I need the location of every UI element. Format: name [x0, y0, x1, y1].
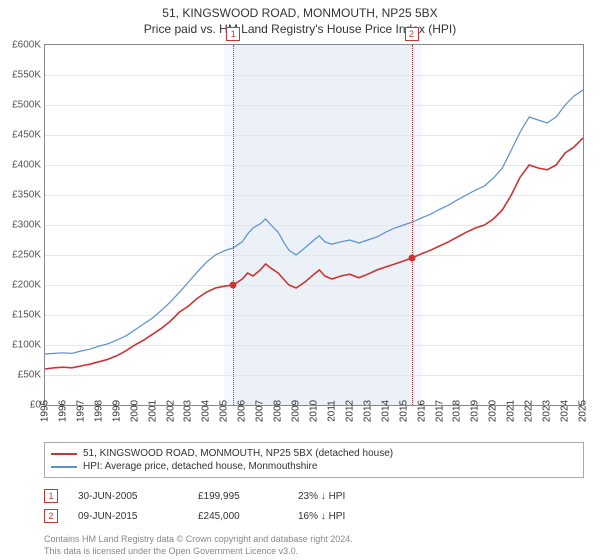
- x-axis-label: 2020: [488, 400, 499, 422]
- y-axis-label: £200K: [12, 280, 41, 291]
- sale-marker-box: 1: [226, 27, 240, 41]
- x-axis-label: 2010: [309, 400, 320, 422]
- y-axis-label: £600K: [12, 40, 41, 51]
- x-axis-label: 2008: [273, 400, 284, 422]
- sale-hpi-diff: 16% ↓ HPI: [298, 511, 388, 522]
- footnote-line: This data is licensed under the Open Gov…: [44, 546, 584, 558]
- y-axis-label: £550K: [12, 70, 41, 81]
- x-axis-label: 2007: [255, 400, 266, 422]
- sale-marker-icon: 1: [44, 489, 58, 503]
- x-axis-label: 2017: [434, 400, 445, 422]
- series-price_paid: [45, 138, 583, 369]
- x-axis-label: 1998: [93, 400, 104, 422]
- series-hpi: [45, 90, 583, 354]
- sale-marker-box: 2: [405, 27, 419, 41]
- x-axis-label: 2012: [344, 400, 355, 422]
- legend-label: HPI: Average price, detached house, Monm…: [83, 461, 317, 472]
- sale-marker-icon: 2: [44, 509, 58, 523]
- sales-table: 1 30-JUN-2005 £199,995 23% ↓ HPI 2 09-JU…: [44, 486, 584, 526]
- x-axis-label: 2024: [560, 400, 571, 422]
- legend-item: HPI: Average price, detached house, Monm…: [51, 460, 577, 473]
- x-axis-label: 2005: [219, 400, 230, 422]
- x-axis-label: 2015: [398, 400, 409, 422]
- legend-item: 51, KINGSWOOD ROAD, MONMOUTH, NP25 5BX (…: [51, 447, 577, 460]
- sale-point-dot: [230, 282, 237, 289]
- y-axis-label: £450K: [12, 130, 41, 141]
- x-axis-label: 2011: [326, 400, 337, 422]
- legend-label: 51, KINGSWOOD ROAD, MONMOUTH, NP25 5BX (…: [83, 448, 393, 459]
- sale-hpi-diff: 23% ↓ HPI: [298, 491, 388, 502]
- title-address: 51, KINGSWOOD ROAD, MONMOUTH, NP25 5BX: [0, 6, 600, 20]
- x-axis-label: 1997: [75, 400, 86, 422]
- x-axis-label: 2023: [542, 400, 553, 422]
- y-axis-label: £50K: [18, 370, 41, 381]
- sale-date: 09-JUN-2015: [78, 511, 178, 522]
- x-axis-label: 2022: [524, 400, 535, 422]
- x-axis-label: 2006: [237, 400, 248, 422]
- x-axis-label: 2003: [183, 400, 194, 422]
- x-axis-label: 2004: [201, 400, 212, 422]
- x-axis-label: 2016: [416, 400, 427, 422]
- y-axis-label: £150K: [12, 310, 41, 321]
- y-axis-label: £350K: [12, 190, 41, 201]
- x-axis-label: 2021: [506, 400, 517, 422]
- x-axis-label: 2001: [147, 400, 158, 422]
- legend-swatch: [51, 453, 77, 455]
- y-axis-label: £300K: [12, 220, 41, 231]
- x-axis-label: 2002: [165, 400, 176, 422]
- sale-point-dot: [408, 255, 415, 262]
- x-axis-label: 2019: [470, 400, 481, 422]
- x-axis-label: 2018: [452, 400, 463, 422]
- sale-date: 30-JUN-2005: [78, 491, 178, 502]
- legend-box: 51, KINGSWOOD ROAD, MONMOUTH, NP25 5BX (…: [44, 442, 584, 478]
- sale-vertical-guide: [233, 45, 234, 405]
- y-axis-label: £250K: [12, 250, 41, 261]
- sale-price: £245,000: [198, 511, 278, 522]
- x-axis-label: 1995: [40, 400, 51, 422]
- sales-row: 1 30-JUN-2005 £199,995 23% ↓ HPI: [44, 486, 584, 506]
- x-axis-label: 2014: [380, 400, 391, 422]
- sale-vertical-guide: [412, 45, 413, 405]
- sales-row: 2 09-JUN-2015 £245,000 16% ↓ HPI: [44, 506, 584, 526]
- y-axis-label: £400K: [12, 160, 41, 171]
- x-axis-label: 2025: [578, 400, 589, 422]
- legend-swatch: [51, 466, 77, 468]
- chart-plot-area: £0£50K£100K£150K£200K£250K£300K£350K£400…: [44, 44, 584, 406]
- y-axis-label: £100K: [12, 340, 41, 351]
- x-axis-label: 1999: [111, 400, 122, 422]
- footnote-line: Contains HM Land Registry data © Crown c…: [44, 534, 584, 546]
- chart-title-block: 51, KINGSWOOD ROAD, MONMOUTH, NP25 5BX P…: [0, 0, 600, 38]
- sale-price: £199,995: [198, 491, 278, 502]
- x-axis-label: 2013: [362, 400, 373, 422]
- y-axis-label: £500K: [12, 100, 41, 111]
- x-axis-label: 2000: [129, 400, 140, 422]
- x-axis-label: 2009: [291, 400, 302, 422]
- title-subtitle: Price paid vs. HM Land Registry's House …: [0, 22, 600, 36]
- footnote: Contains HM Land Registry data © Crown c…: [44, 534, 584, 557]
- chart-lines-svg: [45, 45, 583, 405]
- x-axis-label: 1996: [57, 400, 68, 422]
